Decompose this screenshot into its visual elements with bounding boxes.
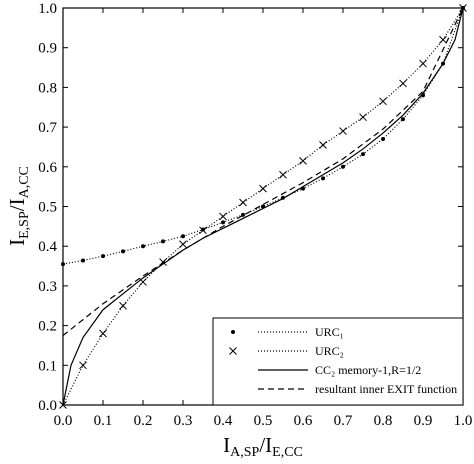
marker [359, 113, 367, 122]
legend-label: URC₁ [315, 325, 344, 339]
marker [321, 176, 325, 181]
y-tick-label: 0.3 [38, 279, 57, 295]
y-tick-label: 0.8 [38, 80, 57, 96]
y-tick-label: 0.4 [38, 239, 57, 255]
marker [319, 141, 327, 149]
marker [401, 117, 405, 122]
y-tick-label: 0.0 [38, 398, 57, 414]
x-tick-label: 0.5 [254, 413, 273, 429]
marker [379, 97, 387, 106]
y-tick-label: 0.6 [38, 160, 57, 176]
legend-box [212, 317, 464, 406]
legend-label: URC₂ [315, 344, 344, 358]
x-label-main: I [223, 433, 230, 457]
x-tick-label: 0.0 [54, 413, 73, 429]
x-tick-label: 0.2 [134, 413, 153, 429]
marker [279, 170, 287, 179]
x-tick-label: 0.3 [174, 413, 193, 429]
marker [219, 212, 227, 221]
legend-label: CC₂ memory-1,R=1/2 [315, 363, 421, 377]
x-tick-label: 1.0 [454, 413, 473, 429]
y-label-sub: E,SP [17, 211, 32, 239]
y-tick-label: 0.9 [38, 41, 57, 57]
marker [341, 164, 345, 169]
series-line [62, 7, 464, 406]
x-label-sub: A,SP [230, 445, 259, 460]
marker [179, 240, 187, 249]
marker [299, 156, 307, 165]
x-tick-label: 0.1 [94, 413, 113, 429]
x-tick-label: 0.4 [214, 413, 233, 429]
marker [439, 35, 447, 44]
x-tick-label: 0.6 [294, 413, 313, 429]
y-label-mid: /I [5, 198, 29, 211]
x-label-mid: /I [259, 433, 272, 457]
marker [399, 79, 407, 88]
series-line [62, 7, 464, 336]
y-label-sub: A,CC [17, 166, 32, 198]
marker [259, 184, 267, 193]
marker [181, 234, 185, 239]
marker [81, 258, 85, 263]
marker [79, 361, 87, 370]
series-line [62, 7, 464, 406]
y-tick-label: 0.7 [38, 120, 57, 136]
legend-marker [231, 330, 235, 334]
x-label-sub: E,CC [272, 445, 303, 460]
marker [101, 254, 105, 259]
marker [221, 220, 225, 225]
y-tick-label: 1.0 [38, 1, 57, 17]
y-tick-label: 0.1 [38, 358, 57, 374]
marker [239, 198, 247, 207]
marker [339, 127, 347, 135]
y-label-main: I [5, 239, 29, 246]
marker [381, 137, 385, 142]
y-axis-label: IE,SP/IA,CC [5, 166, 32, 246]
marker [419, 59, 427, 68]
marker [61, 262, 65, 267]
series-line [62, 7, 464, 265]
x-tick-label: 0.8 [374, 413, 393, 429]
x-tick-label: 0.7 [334, 413, 353, 429]
legend-marker [229, 347, 237, 355]
y-tick-label: 0.2 [38, 319, 57, 335]
x-tick-label: 0.9 [414, 413, 433, 429]
marker [361, 152, 365, 157]
marker [119, 301, 127, 310]
marker [141, 244, 145, 249]
marker [121, 249, 125, 254]
marker [99, 329, 107, 338]
x-axis-label: IA,SP/IE,CC [223, 433, 303, 460]
legend-label: resultant inner EXIT function [315, 382, 457, 396]
marker [161, 239, 165, 244]
marker [199, 226, 207, 235]
y-tick-label: 0.5 [38, 200, 57, 216]
